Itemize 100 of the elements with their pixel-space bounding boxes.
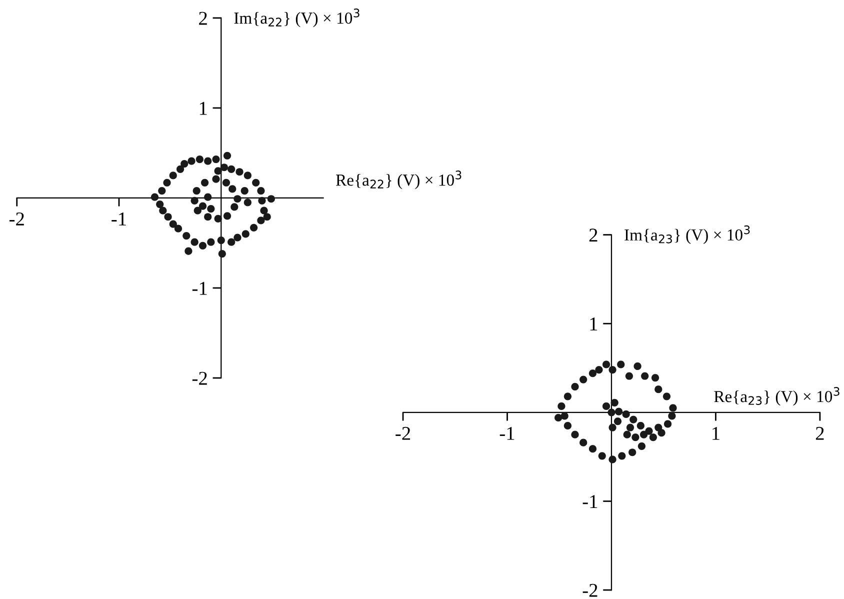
point	[267, 195, 275, 203]
point	[164, 213, 172, 221]
point	[630, 416, 638, 424]
point	[228, 238, 236, 246]
point	[207, 204, 215, 213]
point	[618, 452, 626, 460]
point	[608, 424, 616, 432]
point	[240, 186, 248, 195]
point	[608, 456, 616, 464]
point	[258, 196, 266, 204]
x-tick-label: -1	[500, 426, 514, 440]
point	[564, 422, 572, 430]
x-tick-label: 1	[712, 426, 720, 440]
point	[626, 424, 634, 432]
point	[636, 422, 644, 430]
point	[234, 234, 242, 242]
x-axis-title: Re{a$_{23}$} (V) × 10$^{3}$	[714, 387, 840, 406]
point	[182, 232, 190, 240]
point	[223, 212, 232, 220]
point	[664, 420, 672, 428]
x-tick-label: 2	[816, 426, 824, 440]
point	[156, 200, 164, 208]
point	[598, 452, 606, 460]
point	[198, 202, 207, 210]
y-tick-label: -2	[192, 372, 207, 385]
point	[614, 408, 623, 416]
point	[632, 433, 640, 442]
point	[234, 195, 242, 203]
point	[194, 206, 202, 214]
y-tick-label: -1	[192, 282, 207, 295]
point	[554, 414, 562, 422]
point	[662, 392, 671, 400]
point	[634, 362, 642, 370]
y-tick-label: 2	[589, 228, 598, 242]
point	[588, 445, 597, 453]
y-tick-label: 1	[590, 318, 598, 330]
point	[641, 372, 649, 380]
point	[560, 412, 568, 420]
point	[595, 366, 603, 374]
point	[588, 370, 597, 378]
point	[640, 430, 648, 438]
point	[252, 178, 260, 186]
point	[558, 402, 566, 410]
point	[622, 410, 630, 418]
point	[651, 374, 660, 382]
point	[176, 165, 184, 173]
point	[198, 242, 207, 250]
x-tick-label: -2	[396, 426, 410, 440]
point	[228, 165, 236, 173]
point	[204, 193, 212, 201]
point	[257, 186, 265, 195]
y-axis-title: Im{a$_{23}$} (V) × 10$^{3}$	[624, 225, 750, 244]
point	[212, 175, 220, 183]
point	[602, 402, 610, 410]
point	[204, 213, 212, 221]
point	[236, 168, 244, 176]
point	[158, 186, 166, 195]
point	[217, 236, 225, 244]
point	[184, 247, 192, 255]
point	[212, 155, 220, 164]
point	[564, 392, 572, 400]
y-axis-title: Im{a$_{22}$} (V) × 10$^{3}$	[234, 8, 360, 28]
point	[244, 198, 252, 206]
point	[645, 427, 653, 435]
point	[608, 366, 616, 374]
y-tick-label: -1	[582, 495, 598, 508]
point	[207, 238, 215, 246]
point	[180, 160, 188, 168]
point	[649, 433, 657, 442]
point	[602, 360, 610, 368]
point	[230, 203, 238, 211]
point	[222, 178, 230, 186]
point	[260, 206, 268, 214]
point	[580, 376, 588, 384]
x-axis-title: Re{a$_{22}$} (V) × 10$^{3}$	[336, 170, 462, 190]
point	[263, 213, 271, 221]
point	[580, 438, 588, 446]
point	[223, 152, 232, 160]
point	[242, 230, 250, 238]
point	[608, 408, 616, 416]
point	[196, 155, 204, 164]
point	[192, 186, 200, 195]
point	[638, 442, 646, 450]
point	[614, 417, 622, 426]
point	[625, 372, 633, 380]
point	[214, 167, 222, 175]
point	[668, 412, 676, 420]
point	[669, 404, 677, 412]
point	[190, 196, 198, 204]
point	[190, 238, 198, 246]
point	[571, 430, 579, 438]
point	[610, 398, 618, 406]
point	[169, 220, 177, 228]
point	[257, 216, 265, 224]
y-tick-label: 1	[200, 102, 207, 115]
point	[244, 172, 252, 180]
point	[200, 178, 209, 186]
point	[218, 250, 226, 258]
point	[628, 448, 636, 456]
y-tick-label: -2	[582, 584, 598, 597]
